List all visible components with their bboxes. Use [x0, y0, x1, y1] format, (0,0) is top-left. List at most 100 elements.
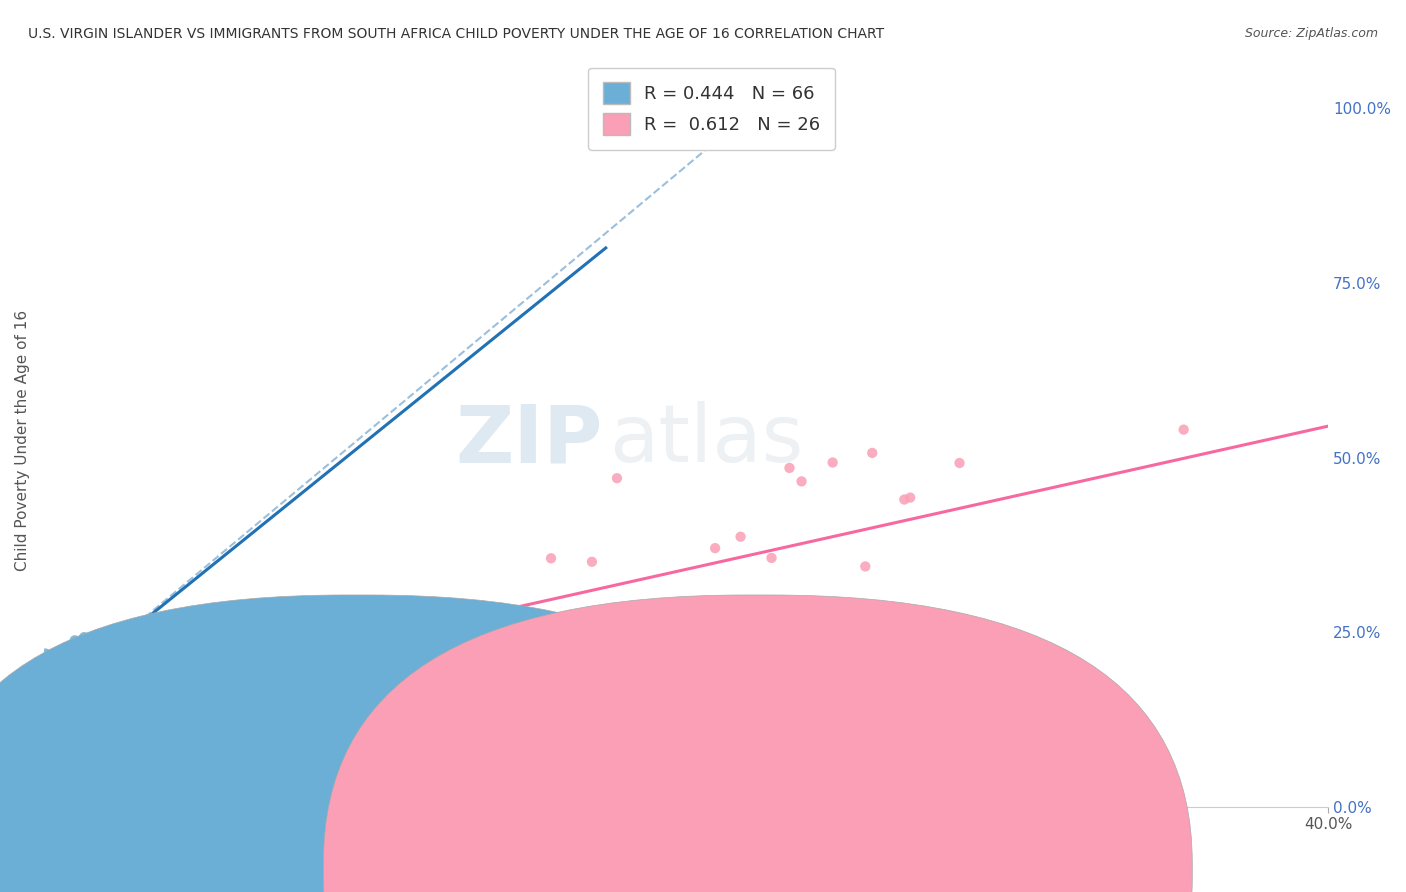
- Point: [174, 711, 197, 725]
- Point: [39, 796, 62, 810]
- Point: [898, 491, 921, 505]
- Point: [39, 758, 62, 772]
- Point: [42, 727, 65, 741]
- Point: [96, 713, 118, 727]
- Point: [34, 772, 56, 787]
- Point: [672, 635, 695, 649]
- Point: [90, 720, 112, 734]
- Point: [1173, 423, 1195, 437]
- Point: [65, 746, 87, 760]
- Point: [89, 723, 111, 738]
- Text: Source: ZipAtlas.com: Source: ZipAtlas.com: [1244, 27, 1378, 40]
- Point: [52, 737, 75, 751]
- Point: [159, 756, 181, 770]
- Point: [821, 456, 844, 470]
- Point: [86, 761, 108, 775]
- Point: [66, 675, 89, 690]
- Point: [37, 772, 59, 787]
- Point: [218, 707, 240, 722]
- Point: [41, 732, 63, 747]
- Point: [48, 734, 70, 748]
- Point: [83, 631, 105, 645]
- Point: [56, 674, 79, 689]
- Text: Immigrants from South Africa: Immigrants from South Africa: [787, 863, 1012, 877]
- Point: [704, 541, 727, 556]
- Point: [307, 725, 329, 739]
- Text: atlas: atlas: [609, 401, 803, 479]
- Point: [56, 711, 79, 725]
- Point: [83, 690, 105, 705]
- Text: U.S. VIRGIN ISLANDER VS IMMIGRANTS FROM SOUTH AFRICA CHILD POVERTY UNDER THE AGE: U.S. VIRGIN ISLANDER VS IMMIGRANTS FROM …: [28, 27, 884, 41]
- Point: [63, 633, 86, 648]
- Point: [44, 800, 66, 814]
- Point: [35, 731, 58, 745]
- Point: [232, 683, 254, 698]
- Point: [58, 749, 80, 764]
- Point: [606, 471, 628, 485]
- Point: [45, 686, 67, 700]
- Text: ZIP: ZIP: [456, 401, 603, 479]
- Point: [42, 703, 65, 717]
- Point: [55, 800, 77, 814]
- Point: [948, 456, 970, 470]
- Point: [110, 723, 132, 737]
- Point: [761, 550, 783, 565]
- Point: [38, 748, 60, 763]
- Point: [34, 752, 56, 766]
- Point: [49, 797, 72, 812]
- Point: [860, 446, 883, 460]
- Point: [77, 665, 100, 680]
- Point: [276, 710, 298, 724]
- Point: [69, 732, 91, 747]
- Point: [51, 762, 73, 776]
- Point: [740, 136, 762, 150]
- Point: [58, 783, 80, 797]
- Point: [45, 752, 67, 766]
- Point: [38, 784, 60, 798]
- Point: [89, 699, 111, 714]
- Point: [730, 530, 752, 544]
- Point: [45, 721, 67, 735]
- Point: [112, 756, 135, 771]
- Point: [52, 800, 75, 814]
- Point: [38, 724, 60, 739]
- Y-axis label: Child Poverty Under the Age of 16: Child Poverty Under the Age of 16: [15, 310, 30, 571]
- Point: [65, 774, 87, 789]
- Point: [853, 559, 876, 574]
- Point: [87, 748, 110, 763]
- Point: [125, 684, 148, 698]
- Point: [893, 492, 915, 507]
- Point: [101, 710, 124, 724]
- Point: [73, 717, 96, 731]
- Point: [63, 775, 86, 789]
- Point: [34, 647, 56, 661]
- Point: [38, 750, 60, 764]
- Point: [86, 702, 108, 716]
- Point: [73, 630, 96, 644]
- Point: [540, 551, 562, 566]
- Point: [35, 800, 58, 814]
- Point: [77, 777, 100, 791]
- Legend: R = 0.444   N = 66, R =  0.612   N = 26: R = 0.444 N = 66, R = 0.612 N = 26: [589, 68, 835, 150]
- Text: U.S. Virgin Islanders: U.S. Virgin Islanders: [429, 863, 583, 877]
- Point: [581, 555, 603, 569]
- Point: [44, 781, 66, 796]
- Point: [779, 461, 801, 475]
- Point: [37, 664, 59, 678]
- Point: [70, 663, 93, 677]
- Point: [42, 730, 65, 744]
- Point: [56, 723, 79, 738]
- Point: [35, 734, 58, 748]
- Point: [131, 766, 153, 780]
- Point: [290, 645, 312, 659]
- Point: [48, 723, 70, 737]
- Point: [790, 475, 813, 489]
- Point: [44, 719, 66, 733]
- Point: [41, 768, 63, 782]
- Point: [408, 678, 430, 692]
- Point: [783, 596, 806, 610]
- Point: [80, 754, 103, 768]
- Point: [79, 681, 101, 695]
- Point: [46, 747, 69, 762]
- Point: [62, 741, 84, 756]
